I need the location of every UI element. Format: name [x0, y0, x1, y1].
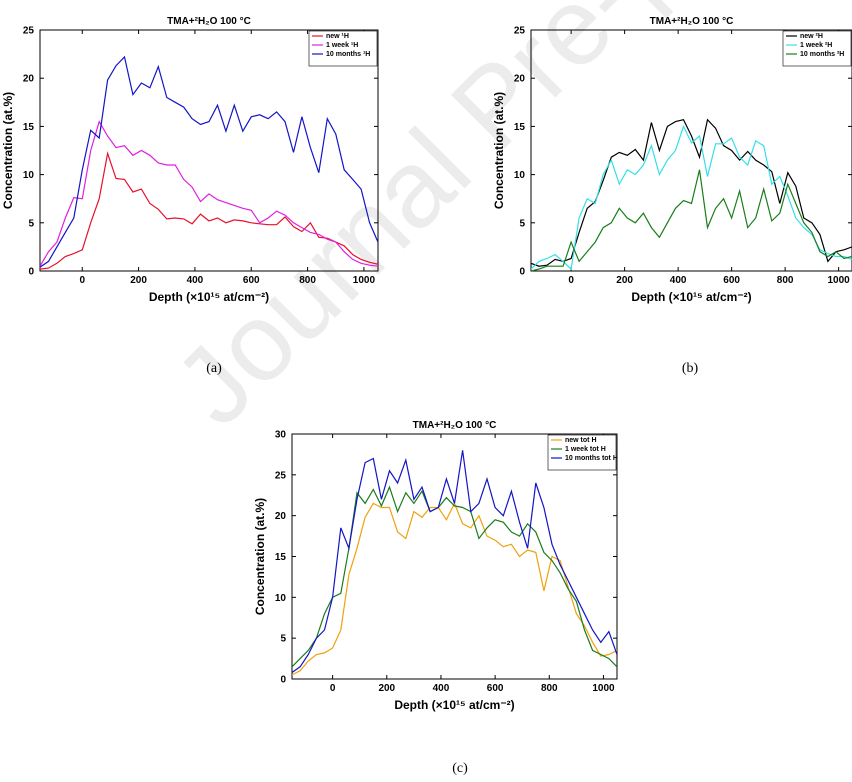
x-tick-label: 600: [487, 683, 504, 694]
x-axis-label: Depth (×10¹⁵ at/cm⁻²): [149, 290, 269, 304]
x-tick-label: 800: [777, 275, 794, 286]
x-tick-label: 0: [568, 275, 574, 286]
y-axis-label: Concentration (at.%): [253, 498, 267, 615]
plot-frame: [39, 29, 379, 272]
legend-box: [782, 30, 852, 67]
y-axis-label: Concentration (at.%): [492, 92, 506, 209]
x-tick-label: 400: [433, 683, 450, 694]
series-line-1: [531, 118, 852, 267]
series-line-2: [40, 120, 378, 267]
panel-caption: (a): [206, 361, 222, 376]
x-tick-label: 800: [541, 683, 558, 694]
y-tick-label: 10: [275, 593, 287, 604]
y-axis-label: Concentration (at.%): [1, 92, 15, 209]
series-line-3: [292, 450, 617, 673]
x-axis-label: Depth (×10¹⁵ at/cm⁻²): [631, 290, 751, 304]
x-tick-label: 200: [130, 275, 147, 286]
legend-label: new ¹H: [326, 33, 349, 40]
x-axis-label: Depth (×10¹⁵ at/cm⁻²): [394, 698, 514, 712]
panel-a: 0 200 400 600 800 1000 0 5 10 15 20 25 TMA+²H₂O 100 …: [1, 16, 379, 376]
y-tick-label: 10: [514, 170, 526, 181]
panel-caption: (b): [682, 361, 699, 376]
legend-label: 1 week ¹H: [326, 42, 358, 49]
y-tick-label: 0: [280, 675, 286, 686]
y-tick-label: 5: [519, 218, 525, 229]
y-tick-label: 0: [28, 267, 34, 278]
panel-caption: (c): [452, 761, 468, 776]
series-line-1: [40, 151, 378, 270]
y-tick-label: 25: [275, 470, 287, 481]
y-tick-label: 20: [23, 74, 35, 85]
series-line-2: [531, 124, 852, 271]
legend-label: 1 week tot H: [565, 446, 606, 453]
plot-frame: [530, 29, 852, 272]
x-tick-label: 400: [187, 275, 204, 286]
x-tick-label: 0: [79, 275, 85, 286]
x-tick-label: 0: [330, 683, 336, 694]
legend-label: new ²H: [800, 33, 823, 40]
y-tick-label: 25: [514, 26, 526, 37]
x-tick-label: 600: [243, 275, 260, 286]
x-tick-label: 200: [616, 275, 633, 286]
y-tick-label: 15: [275, 552, 287, 563]
x-tick-label: 200: [378, 683, 395, 694]
legend-box: [308, 30, 378, 67]
y-tick-label: 5: [280, 634, 286, 645]
series-line-3: [531, 169, 852, 271]
legend-box: [547, 434, 617, 471]
x-tick-label: 800: [299, 275, 316, 286]
x-tick-label: 1000: [353, 275, 376, 286]
x-tick-label: 600: [723, 275, 740, 286]
x-tick-label: 1000: [828, 275, 851, 286]
legend-label: new tot H: [565, 437, 597, 444]
panel-c: 0 200 400 600 800 1000 0 5 10 15 20 25 30 TMA+²H₂O 10…: [253, 420, 618, 776]
plot-frame: [291, 433, 618, 680]
series-line-3: [40, 55, 378, 268]
legend-label: 10 months tot H: [565, 455, 618, 462]
chart-title: TMA+²H₂O 100 °C: [650, 16, 734, 27]
y-tick-label: 5: [28, 218, 34, 229]
legend-label: 10 months ²H: [800, 51, 844, 58]
x-tick-label: 1000: [592, 683, 615, 694]
x-tick-label: 400: [670, 275, 687, 286]
y-tick-label: 25: [23, 26, 35, 37]
chart-title: TMA+²H₂O 100 °C: [413, 420, 497, 431]
series-line-2: [292, 485, 617, 668]
y-tick-label: 15: [514, 122, 526, 133]
y-tick-label: 30: [275, 430, 287, 441]
legend-label: 10 months ¹H: [326, 51, 370, 58]
y-tick-label: 20: [514, 74, 526, 85]
y-tick-label: 20: [275, 511, 287, 522]
panel-b: 0 200 400 600 800 1000 0 5 10 15 20 25 TMA+²H₂O 100 …: [492, 16, 852, 376]
legend-label: 1 week ²H: [800, 42, 832, 49]
y-tick-label: 15: [23, 122, 35, 133]
y-tick-label: 0: [519, 267, 525, 278]
y-tick-label: 10: [23, 170, 35, 181]
chart-title: TMA+²H₂O 100 °C: [167, 16, 251, 27]
